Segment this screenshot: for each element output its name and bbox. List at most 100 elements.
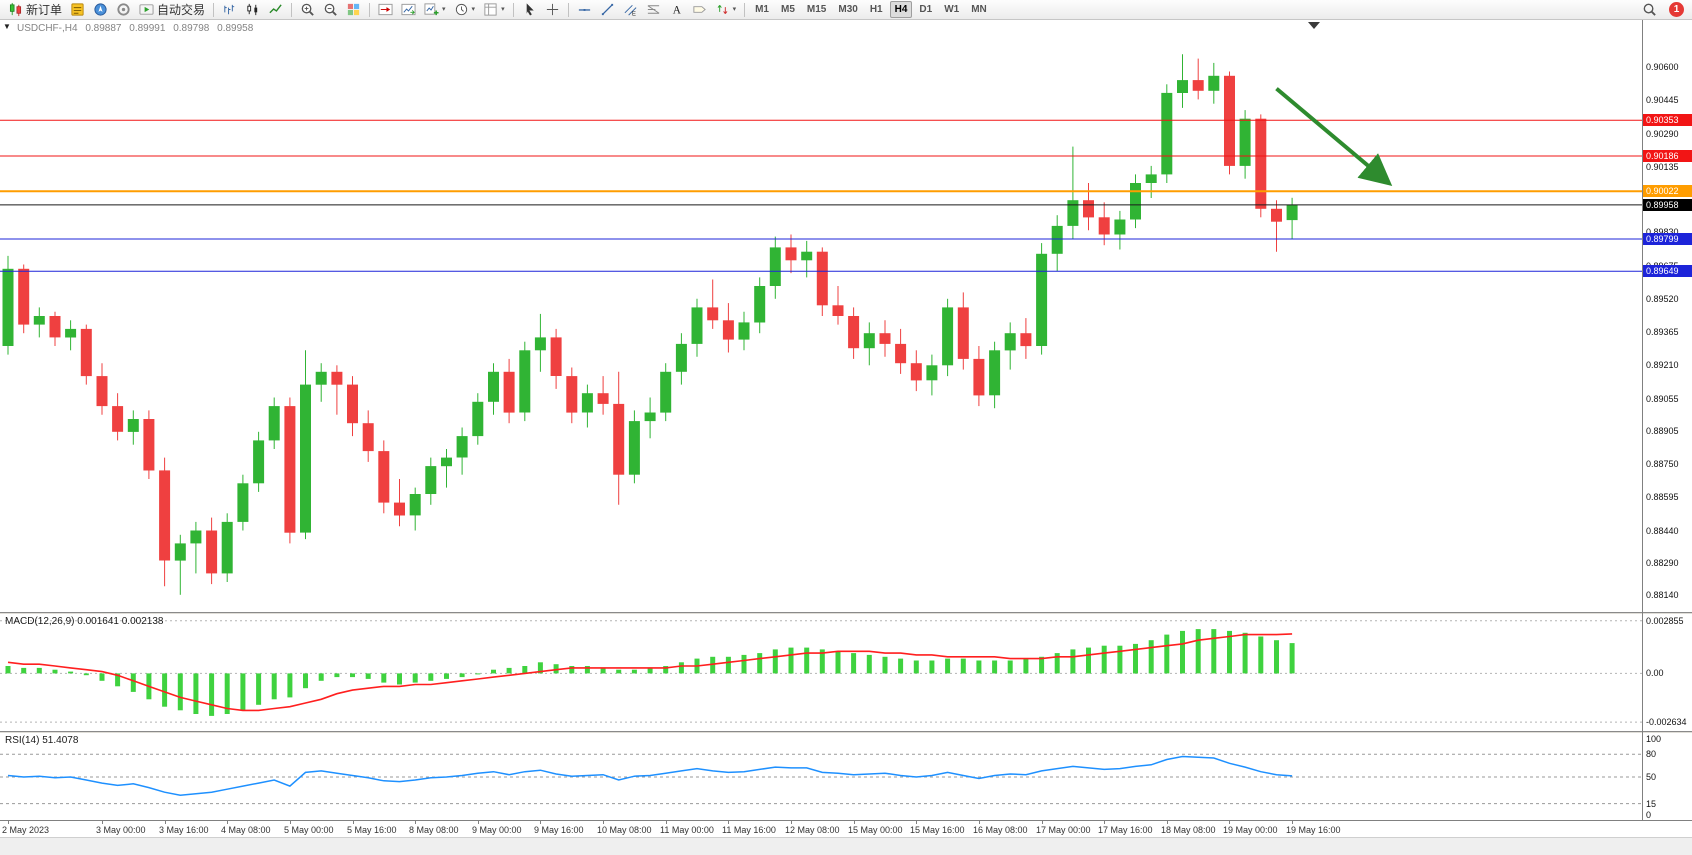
timeframe-m30-button[interactable]: M30 [838, 4, 858, 15]
time-tick [1292, 821, 1293, 824]
market-watch-button[interactable] [66, 1, 89, 19]
time-tick [1104, 821, 1105, 824]
rsi-line [7, 755, 1293, 796]
timeframe-d1-button[interactable]: D1 [919, 4, 933, 15]
quote-open: 0.89887 [85, 23, 122, 34]
chart-window[interactable]: ▼ USDCHF-,H4 0.89887 0.89991 0.89798 0.8… [0, 20, 1692, 855]
time-axis-label: 15 May 00:00 [848, 825, 903, 835]
new-order-button[interactable]: 新订单 [4, 1, 66, 19]
chart-shift-button[interactable] [374, 1, 397, 19]
templates-icon [483, 2, 498, 17]
zoom-out-button[interactable] [319, 1, 342, 19]
fibonacci-button[interactable] [642, 1, 665, 19]
chart-quote: USDCHF-,H4 0.89887 0.89991 0.89798 0.899… [17, 23, 258, 34]
timeframe-w1-button[interactable]: W1 [944, 4, 960, 15]
periods-button[interactable]: ▾ [450, 1, 480, 19]
bar-chart-button[interactable] [218, 1, 241, 19]
macd-pane[interactable]: MACD(12,26,9) 0.001641 0.002138 [0, 614, 1692, 731]
time-axis[interactable]: 2 May 2023 3 May 00:00 3 May 16:00 4 May 08… [0, 820, 1692, 837]
terminal-button[interactable] [112, 1, 135, 19]
time-axis-label: 9 May 16:00 [534, 825, 584, 835]
autotrading-icon [139, 2, 154, 17]
horizontal-line-button[interactable] [573, 1, 596, 19]
text-button[interactable]: A [665, 1, 688, 19]
autotrading-button[interactable]: 自动交易 [135, 1, 209, 19]
rsi-label: RSI(14) 51.4078 [5, 735, 79, 746]
fibonacci-icon [646, 2, 661, 17]
time-tick [8, 821, 9, 824]
timeframe-mn-button[interactable]: MN [971, 4, 987, 15]
indicators-button[interactable]: ▾ [420, 1, 450, 19]
auto-scroll-button[interactable] [397, 1, 420, 19]
price-chart-canvas[interactable] [0, 20, 1642, 612]
label-icon [692, 2, 707, 17]
timeframe-m1-button[interactable]: M1 [755, 4, 769, 15]
symbol-period-label: USDCHF-,H4 [17, 23, 78, 34]
toolbar-separator [567, 2, 569, 17]
time-tick [854, 821, 855, 824]
time-tick [979, 821, 980, 824]
auto-scroll-icon [401, 2, 416, 17]
time-axis-label: 11 May 00:00 [660, 825, 714, 835]
horizontal-lines[interactable] [0, 119, 1642, 272]
indicators-icon [424, 2, 439, 17]
search-button[interactable] [1638, 1, 1661, 19]
time-axis-label: 9 May 00:00 [472, 825, 522, 835]
crosshair-button[interactable] [541, 1, 564, 19]
dropdown-caret-icon: ▾ [471, 6, 476, 13]
pane-separator[interactable] [0, 731, 1692, 733]
macd-signal-line [7, 633, 1293, 712]
timeframe-h4-button[interactable]: H4 [889, 1, 913, 18]
toolbar-separator [213, 2, 215, 17]
time-tick [227, 821, 228, 824]
toolbar-separator [369, 2, 371, 17]
channel-button[interactable]: E [619, 1, 642, 19]
templates-button[interactable]: ▾ [479, 1, 509, 19]
time-tick [603, 821, 604, 824]
time-axis-label: 5 May 16:00 [347, 825, 397, 835]
price-axis[interactable] [1643, 20, 1692, 820]
channel-icon: E [623, 2, 638, 17]
quote-close: 0.89958 [217, 23, 254, 34]
new-order-button-label: 新订单 [26, 3, 63, 17]
market-watch-icon [70, 2, 85, 17]
label-button[interactable] [688, 1, 711, 19]
timeframe-h1-button[interactable]: H1 [869, 4, 883, 15]
rsi-pane[interactable]: RSI(14) 51.4078 [0, 733, 1692, 820]
time-axis-label: 3 May 16:00 [159, 825, 209, 835]
zoom-in-button[interactable] [296, 1, 319, 19]
bar-chart-icon [222, 2, 237, 17]
macd-canvas [0, 620, 1642, 723]
pane-separator[interactable] [0, 612, 1692, 614]
status-strip [0, 837, 1692, 855]
time-axis-label: 19 May 00:00 [1223, 825, 1278, 835]
autotrading-button-label: 自动交易 [157, 3, 206, 17]
macd-label: MACD(12,26,9) 0.001641 0.002138 [5, 616, 164, 627]
macd-grid [0, 620, 1642, 723]
time-axis-label: 18 May 08:00 [1161, 825, 1216, 835]
price-chart-pane[interactable]: ▼ USDCHF-,H4 0.89887 0.89991 0.89798 0.8… [0, 20, 1692, 612]
terminal-icon [116, 2, 131, 17]
time-tick [478, 821, 479, 824]
timeframe-m5-button[interactable]: M5 [781, 4, 795, 15]
cursor-button[interactable] [518, 1, 541, 19]
new-order-icon [8, 2, 23, 17]
arrows-button[interactable]: ▾ [711, 1, 741, 19]
macd-histogram [5, 629, 1295, 716]
tile-windows-button[interactable] [342, 1, 365, 19]
chart-shift-marker[interactable] [1308, 22, 1320, 29]
time-axis-label: 3 May 00:00 [96, 825, 146, 835]
time-tick [1167, 821, 1168, 824]
trend-arrow[interactable] [1275, 87, 1393, 187]
price-axis-separator [1642, 20, 1643, 820]
trendline-button[interactable] [596, 1, 619, 19]
one-click-trading-toggle[interactable]: ▼ [3, 22, 11, 31]
timeframe-m15-button[interactable]: M15 [806, 4, 827, 15]
svg-text:A: A [672, 5, 681, 17]
rsi-levels [0, 753, 1642, 805]
notification-badge[interactable]: 1 [1669, 2, 1684, 17]
candlestick-button[interactable] [241, 1, 264, 19]
periods-icon [454, 2, 469, 17]
line-chart-button[interactable] [264, 1, 287, 19]
navigator-button[interactable] [89, 1, 112, 19]
